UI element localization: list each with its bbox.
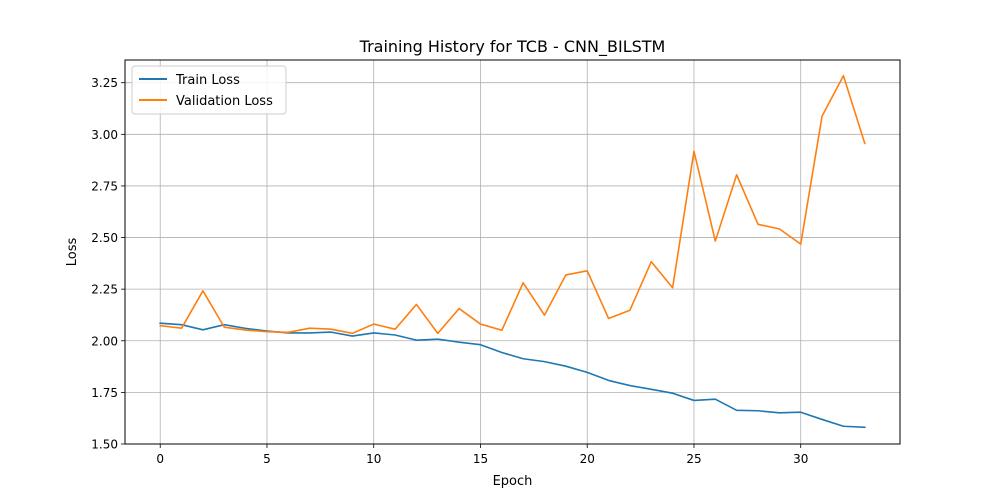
y-tick-label: 1.50 (91, 438, 118, 452)
y-tick-label: 2.00 (91, 334, 118, 348)
legend-label-train-loss: Train Loss (175, 73, 240, 88)
chart-title: Training History for TCB - CNN_BILSTM (359, 37, 666, 57)
x-tick-label: 15 (473, 452, 488, 466)
y-tick-label: 3.00 (91, 128, 118, 142)
x-tick-label: 10 (366, 452, 381, 466)
y-tick-label: 2.50 (91, 231, 118, 245)
plot-area-frame (124, 59, 901, 445)
y-tick-label: 2.25 (91, 283, 118, 297)
x-tick-label: 0 (156, 452, 164, 466)
series-lines (159, 74, 866, 429)
x-tick-label: 30 (793, 452, 808, 466)
x-tick-label: 20 (580, 452, 595, 466)
y-tick-label: 2.75 (91, 179, 118, 193)
x-tick-label: 25 (686, 452, 701, 466)
y-tick-label: 1.75 (91, 386, 118, 400)
chart-legend: Train Loss Validation Loss (131, 65, 287, 115)
y-axis-label: Loss (65, 238, 80, 267)
y-tick-label: 3.25 (91, 76, 118, 90)
legend-label-validation-loss: Validation Loss (176, 94, 273, 109)
x-axis-label: Epoch (493, 474, 533, 489)
axis-ticks: 0 5 10 15 20 25 30 1.50 1.75 2.00 2.25 2.50 2.75 3.00… (91, 76, 808, 466)
x-tick-label: 5 (263, 452, 271, 466)
legend-box (131, 65, 287, 115)
series-line-validation-loss (159, 74, 866, 335)
